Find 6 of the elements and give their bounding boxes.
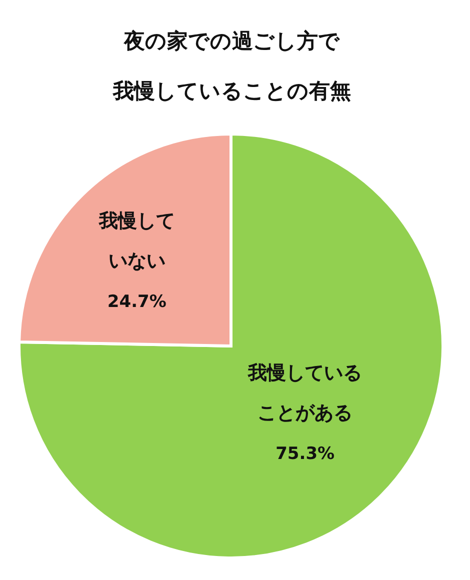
slice-label: 我慢していない [98, 210, 175, 272]
data-label: 24.7% [107, 292, 166, 312]
chart-title: 夜の家での過ごし方で我慢していることの有無 [113, 29, 351, 103]
slice-label: 我慢していることがある [247, 362, 362, 424]
pie-slice [18, 132, 444, 560]
data-label: 75.3% [276, 444, 335, 464]
